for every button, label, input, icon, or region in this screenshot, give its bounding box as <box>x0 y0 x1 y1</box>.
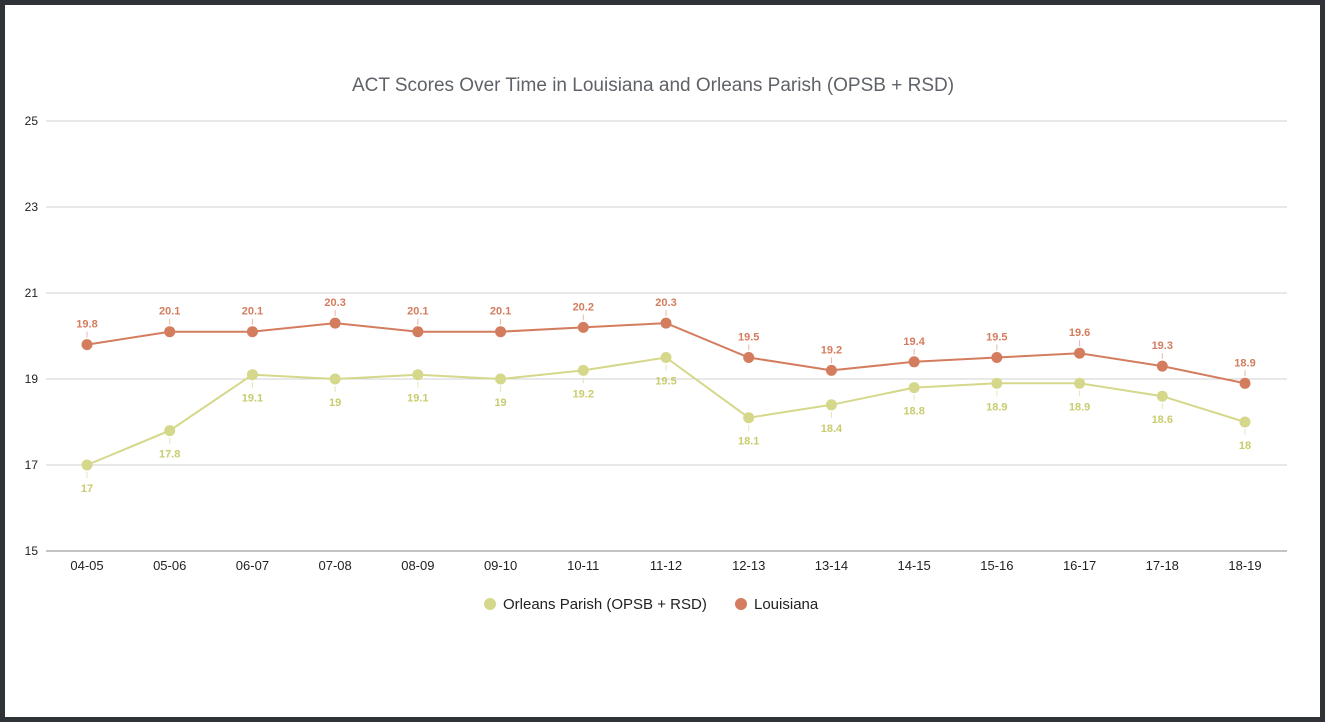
data-point <box>1074 377 1086 389</box>
y-axis-ticks: 15 17 19 21 23 25 <box>25 114 39 558</box>
data-point <box>329 373 341 385</box>
x-tick-label: 16-17 <box>1063 558 1096 573</box>
data-label: 19.2 <box>573 388 594 400</box>
data-label: 19 <box>494 397 506 409</box>
data-point <box>329 317 341 329</box>
y-tick-label: 19 <box>25 372 39 386</box>
data-label: 19.4 <box>903 336 925 348</box>
data-point <box>743 412 755 424</box>
data-label: 20.1 <box>490 306 511 318</box>
data-point <box>825 399 837 411</box>
data-point <box>577 321 589 333</box>
legend-label: Louisiana <box>754 596 819 613</box>
x-tick-label: 11-12 <box>650 558 682 573</box>
data-label: 20.3 <box>655 297 676 309</box>
data-point <box>81 459 93 471</box>
data-label: 18.9 <box>1234 357 1255 369</box>
data-point <box>743 352 755 363</box>
x-tick-label: 18-19 <box>1228 558 1261 573</box>
data-label: 18.1 <box>738 436 759 448</box>
legend-marker <box>735 598 747 610</box>
data-point <box>495 326 507 338</box>
x-tick-label: 14-15 <box>898 558 931 573</box>
data-label: 18.8 <box>903 406 924 418</box>
data-label: 19 <box>329 397 341 409</box>
data-label: 18.6 <box>1152 414 1173 426</box>
y-tick-label: 21 <box>25 286 39 300</box>
x-tick-label: 05-06 <box>153 558 186 573</box>
legend-marker <box>484 598 496 610</box>
data-point <box>246 369 258 381</box>
data-label: 17 <box>81 483 93 495</box>
data-label: 19.3 <box>1152 340 1173 352</box>
data-point <box>412 369 424 381</box>
data-label: 18.4 <box>821 423 843 435</box>
data-label: 19.1 <box>407 393 428 405</box>
data-point <box>164 425 176 437</box>
data-point <box>81 339 93 351</box>
data-point <box>991 352 1003 363</box>
data-label: 18 <box>1239 440 1251 452</box>
data-label: 20.1 <box>159 306 180 318</box>
data-point <box>1074 347 1086 359</box>
data-point <box>577 364 589 376</box>
data-label: 19.2 <box>821 344 842 356</box>
x-tick-label: 12-13 <box>732 558 765 573</box>
x-tick-label: 06-07 <box>236 558 269 573</box>
data-point <box>1156 360 1168 372</box>
series-layer <box>81 317 1251 471</box>
data-point <box>660 317 672 329</box>
data-point <box>660 352 672 363</box>
y-tick-label: 25 <box>25 114 39 128</box>
data-label: 20.2 <box>573 301 594 313</box>
data-point <box>908 356 920 368</box>
data-point <box>246 326 258 338</box>
x-tick-label: 09-10 <box>484 558 517 573</box>
y-tick-label: 17 <box>25 458 39 472</box>
data-point <box>908 382 920 394</box>
data-label: 19.1 <box>242 393 263 405</box>
data-label: 20.1 <box>407 306 428 318</box>
x-axis-ticks: 04-05 05-06 06-07 07-08 08-09 09-10 10-11 11-12… <box>70 558 1261 573</box>
x-tick-label: 15-16 <box>980 558 1013 573</box>
chart-title: ACT Scores Over Time in Louisiana and Or… <box>352 75 954 96</box>
data-point <box>825 364 837 376</box>
data-point <box>164 326 176 338</box>
legend-label: Orleans Parish (OPSB + RSD) <box>503 596 707 613</box>
data-point <box>991 377 1003 389</box>
y-tick-label: 23 <box>25 200 39 214</box>
data-label: 17.8 <box>159 449 180 461</box>
data-label: 20.3 <box>324 297 345 309</box>
data-label: 19.5 <box>655 376 676 388</box>
data-labels: 17 17.8 19.1 19 19.1 19 19.2 19.5 18.1 18.4 18.8 18… <box>76 297 1255 495</box>
data-label: 18.9 <box>986 401 1007 413</box>
data-point <box>1239 377 1251 389</box>
data-point <box>1239 416 1251 428</box>
x-tick-label: 07-08 <box>319 558 352 573</box>
data-point <box>495 373 507 385</box>
data-label: 18.9 <box>1069 401 1090 413</box>
data-label: 19.8 <box>76 319 97 331</box>
x-tick-label: 10-11 <box>567 558 599 573</box>
data-label: 20.1 <box>242 306 263 318</box>
x-tick-label: 08-09 <box>401 558 434 573</box>
grid-lines <box>46 120 1287 552</box>
data-label: 19.6 <box>1069 327 1090 339</box>
x-tick-label: 17-18 <box>1146 558 1179 573</box>
x-tick-label: 04-05 <box>70 558 103 573</box>
y-tick-label: 15 <box>25 544 39 558</box>
data-label: 19.5 <box>986 332 1007 344</box>
data-point <box>1156 390 1168 402</box>
legend: Orleans Parish (OPSB + RSD) Louisiana <box>484 596 819 613</box>
data-label: 19.5 <box>738 332 759 344</box>
x-tick-label: 13-14 <box>815 558 848 573</box>
data-point <box>412 326 424 338</box>
